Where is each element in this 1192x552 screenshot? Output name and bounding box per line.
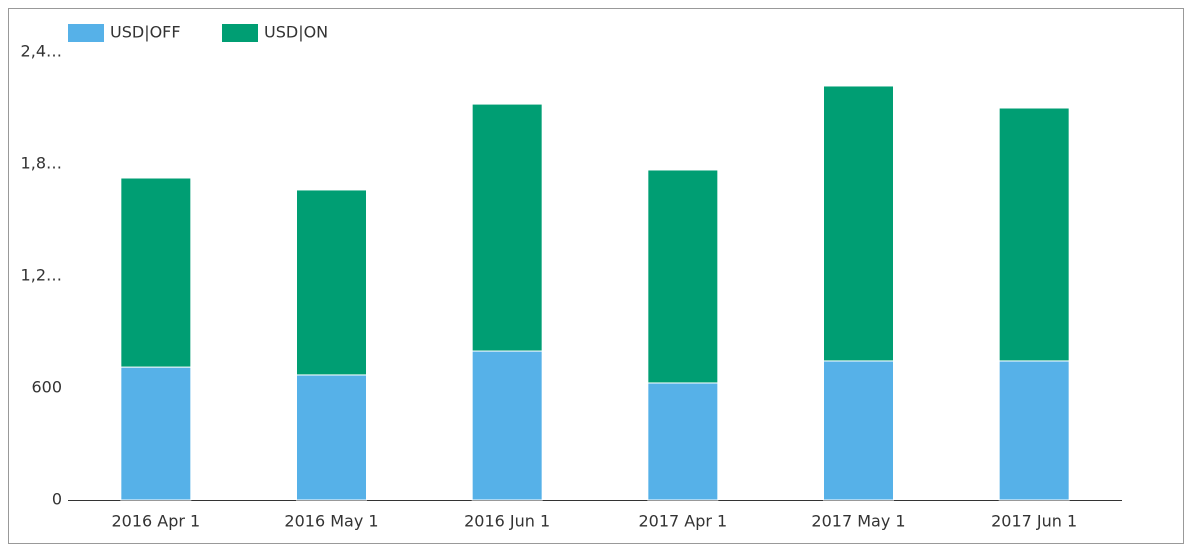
x-tick-label: 2017 Apr 1 <box>638 512 727 531</box>
legend-label: USD|ON <box>264 23 328 42</box>
x-tick-label: 2016 May 1 <box>284 512 378 531</box>
bar-segment <box>647 169 719 384</box>
bar-segment <box>471 350 543 501</box>
bar-segment <box>823 85 894 362</box>
bar-segment <box>998 360 1070 501</box>
bar-segment <box>998 107 1070 362</box>
bar-segment <box>120 177 192 368</box>
y-tick-label: 1,8… <box>21 154 62 173</box>
bar-segment <box>296 374 367 501</box>
bar-segment <box>296 189 367 376</box>
x-tick-label: 2017 May 1 <box>811 512 905 531</box>
bar-segment <box>647 382 719 501</box>
legend-label: USD|OFF <box>110 23 181 42</box>
y-tick-label: 2,4… <box>21 42 62 61</box>
x-tick-label: 2016 Jun 1 <box>464 512 550 531</box>
frame <box>8 8 1184 544</box>
bar-segment <box>823 360 894 501</box>
legend-swatch <box>222 24 258 42</box>
y-tick-label: 0 <box>52 490 62 509</box>
legend-swatch <box>68 24 104 42</box>
x-tick-label: 2016 Apr 1 <box>111 512 200 531</box>
bar-segment <box>120 366 192 501</box>
bar-segment <box>471 103 543 352</box>
y-tick-label: 1,2… <box>21 266 62 285</box>
y-tick-label: 600 <box>31 378 62 397</box>
x-tick-label: 2017 Jun 1 <box>991 512 1077 531</box>
